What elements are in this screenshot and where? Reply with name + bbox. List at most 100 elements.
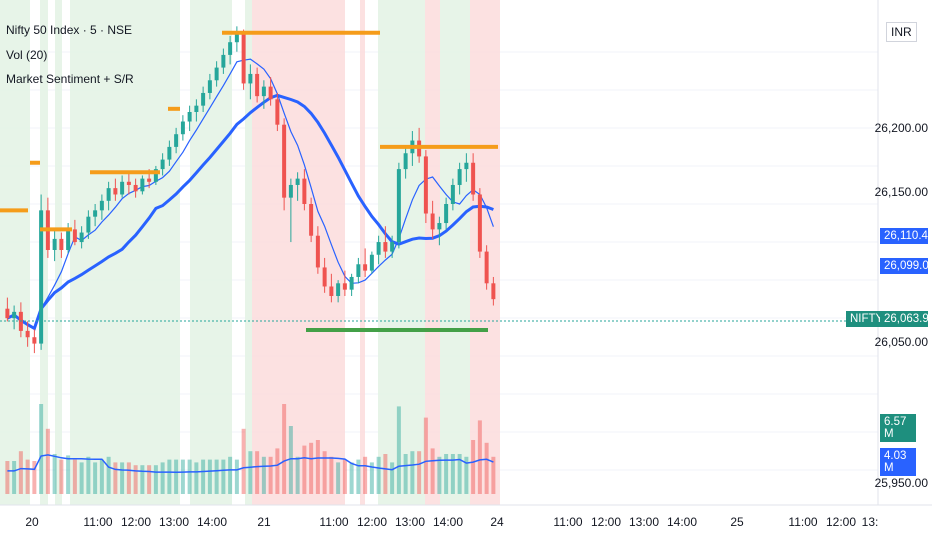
bullish-zone	[55, 0, 62, 505]
bullish-candle	[207, 80, 212, 93]
volume-badge: 6.57 M	[880, 414, 916, 442]
volume-bar	[5, 461, 10, 494]
volume-bar	[255, 451, 260, 494]
bullish-candle	[187, 112, 192, 122]
chart-title[interactable]: Nifty 50 Index · 5 · NSE	[6, 23, 133, 37]
volume-bar	[99, 459, 104, 494]
bullish-candle	[356, 264, 361, 277]
bearish-candle	[147, 178, 152, 182]
price-tick-label: 26,200.00	[874, 121, 928, 135]
volume-bar	[140, 465, 145, 494]
volume-bar	[72, 459, 77, 494]
bullish-candle	[140, 178, 145, 192]
bearish-candle	[32, 337, 37, 344]
volume-indicator-label[interactable]: Vol (20)	[6, 48, 48, 62]
bearish-candle	[471, 162, 476, 195]
time-tick-label: 11:00	[83, 515, 113, 529]
volume-bar	[261, 456, 266, 494]
bearish-candle	[133, 184, 138, 192]
sentiment-indicator-label[interactable]: Market Sentiment + S/R	[6, 72, 134, 86]
bearish-candle	[255, 73, 260, 97]
volume-bar	[491, 456, 496, 494]
bearish-candle	[72, 229, 77, 243]
bullish-candle	[336, 283, 341, 296]
volume-ma-badge: 4.03 M	[880, 448, 916, 476]
volume-bar	[363, 456, 368, 494]
volume-bar	[160, 462, 165, 494]
volume-bar	[79, 462, 84, 494]
bullish-candle	[261, 86, 266, 97]
bullish-candle	[248, 73, 253, 84]
bullish-candle	[79, 232, 84, 243]
bearish-candle	[275, 99, 280, 125]
volume-bar	[25, 459, 30, 494]
volume-bar	[241, 428, 246, 494]
volume-bar	[12, 461, 17, 494]
bearish-zone	[425, 0, 440, 505]
volume-bar	[180, 459, 185, 494]
volume-bar	[201, 459, 206, 494]
bullish-candle	[153, 169, 158, 182]
time-tick-label: 12:00	[356, 515, 388, 529]
time-tick-label: 13:00	[158, 515, 190, 529]
volume-bar	[174, 459, 179, 494]
volume-bar	[423, 417, 428, 494]
bearish-candle	[25, 330, 30, 338]
bullish-candle	[390, 242, 395, 252]
time-tick-label: 25	[730, 515, 744, 529]
volume-bar	[464, 456, 469, 494]
time-tick-label: 14:00	[432, 515, 464, 529]
bullish-candle	[369, 254, 374, 271]
bearish-candle	[322, 267, 327, 287]
bearish-zone	[252, 0, 345, 505]
bullish-candle	[295, 178, 300, 185]
volume-bar	[113, 462, 118, 494]
volume-bar	[32, 461, 37, 494]
bullish-candle	[12, 311, 17, 319]
bullish-candle	[194, 105, 199, 112]
volume-bar	[234, 459, 239, 494]
volume-bar	[302, 445, 307, 494]
volume-bar	[450, 454, 455, 494]
bullish-zone	[245, 0, 252, 505]
volume-bar	[153, 465, 158, 494]
time-tick-label: 12:00	[825, 515, 857, 529]
volume-bar	[288, 426, 293, 494]
bullish-candle	[167, 146, 172, 160]
bullish-candle	[349, 276, 354, 290]
time-tick-label: 11:00	[788, 515, 818, 529]
bullish-candle	[120, 181, 125, 195]
bearish-candle	[59, 238, 64, 250]
bearish-candle	[282, 124, 287, 198]
volume-bar	[315, 440, 320, 494]
volume-bar	[336, 462, 341, 494]
bullish-zone	[440, 0, 470, 505]
bullish-candle	[39, 210, 44, 344]
bullish-candle	[99, 200, 104, 211]
bullish-candle	[228, 42, 233, 55]
volume-bar	[248, 451, 253, 494]
volume-bar	[309, 442, 314, 494]
volume-bar	[390, 462, 395, 494]
bearish-candle	[383, 242, 388, 252]
bearish-candle	[484, 251, 489, 284]
bullish-candle	[201, 92, 206, 106]
bullish-candle	[214, 67, 219, 81]
bullish-candle	[106, 188, 111, 201]
volume-bar	[39, 404, 44, 494]
volume-bar	[295, 456, 300, 494]
time-tick-label: 21	[257, 515, 271, 529]
volume-bar	[147, 465, 152, 494]
bearish-candle	[477, 194, 482, 252]
volume-bar	[430, 448, 435, 494]
bullish-candle	[174, 134, 179, 147]
bullish-candle	[66, 229, 71, 250]
volume-bar	[214, 459, 219, 494]
bearish-candle	[491, 283, 496, 300]
volume-bar	[322, 451, 327, 494]
time-tick-label: 13:	[861, 515, 879, 529]
volume-bar	[369, 462, 374, 494]
currency-button[interactable]: INR	[886, 22, 917, 42]
time-tick-label: 13:00	[394, 515, 426, 529]
